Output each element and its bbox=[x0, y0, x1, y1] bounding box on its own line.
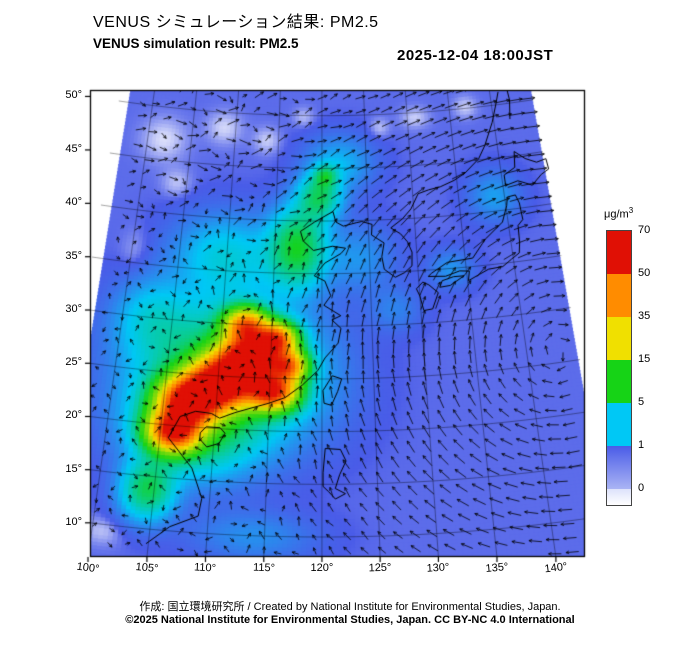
lon-tick-label: 120° bbox=[310, 562, 334, 574]
colorbar-unit-label: μg/m3 bbox=[604, 206, 633, 221]
colorbar-tick-label: 35 bbox=[638, 310, 651, 322]
colorbar-tick-label: 5 bbox=[638, 396, 645, 408]
credit-text: 作成: 国立環境研究所 / Created by National Instit… bbox=[139, 601, 561, 613]
colorbar-band bbox=[607, 274, 631, 317]
license-text: ©2025 National Institute for Environment… bbox=[125, 614, 575, 626]
colorbar-tick-label: 0 bbox=[638, 482, 645, 494]
colorbar-tick-label: 50 bbox=[638, 267, 651, 279]
colorbar-band bbox=[607, 446, 631, 489]
lat-tick-label: 10° bbox=[65, 515, 82, 528]
lat-tick-label: 15° bbox=[65, 462, 82, 475]
colorbar-band bbox=[607, 317, 631, 360]
lon-tick-label: 125° bbox=[368, 561, 392, 575]
lat-tick-label: 45° bbox=[65, 142, 82, 155]
colorbar-scale bbox=[606, 230, 632, 506]
colorbar-band bbox=[607, 360, 631, 403]
lat-tick-label: 40° bbox=[65, 196, 82, 209]
lon-tick-label: 130° bbox=[426, 561, 451, 575]
lat-tick-label: 35° bbox=[65, 249, 82, 262]
colorbar-band bbox=[607, 231, 631, 274]
colorbar-tick-label: 15 bbox=[638, 353, 651, 365]
lat-tick-label: 50° bbox=[65, 89, 82, 102]
colorbar-tick-label: 70 bbox=[638, 224, 651, 236]
lon-tick-label: 110° bbox=[194, 561, 217, 575]
colorbar-unit-exponent: 3 bbox=[628, 206, 634, 215]
lat-tick-label: 20° bbox=[65, 409, 82, 422]
colorbar-unit-text: μg/m bbox=[604, 208, 629, 221]
lat-tick-label: 30° bbox=[65, 303, 82, 315]
colorbar-band bbox=[607, 403, 631, 446]
colorbar-underrange-band bbox=[607, 489, 631, 505]
colorbar-tick-label: 1 bbox=[638, 439, 645, 451]
lon-tick-label: 115° bbox=[252, 561, 275, 575]
lat-tick-label: 25° bbox=[65, 356, 82, 369]
